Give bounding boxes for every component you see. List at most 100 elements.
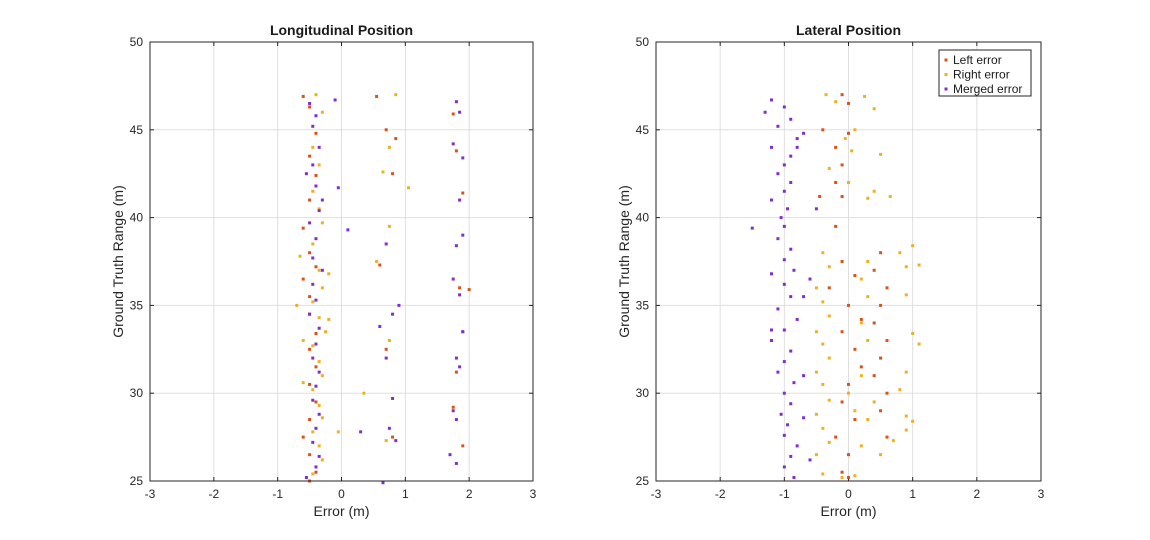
- data-point: [308, 295, 312, 299]
- data-point: [448, 453, 452, 457]
- data-point: [327, 317, 331, 321]
- data-point: [391, 172, 395, 176]
- data-point: [827, 314, 831, 318]
- data-point: [885, 286, 889, 290]
- data-point: [792, 381, 796, 385]
- data-point: [847, 101, 850, 105]
- data-point: [827, 398, 831, 402]
- data-point: [333, 98, 337, 102]
- data-point: [853, 474, 857, 478]
- data-point: [308, 221, 312, 225]
- data-point: [782, 391, 786, 395]
- data-point: [311, 300, 315, 304]
- data-point: [311, 472, 315, 476]
- data-point: [311, 440, 315, 444]
- data-point: [789, 295, 793, 299]
- data-point: [311, 189, 315, 193]
- data-point: [872, 107, 876, 111]
- x-tick-label: -1: [272, 487, 283, 501]
- data-point: [821, 382, 825, 386]
- data-point: [301, 94, 305, 98]
- data-point: [840, 400, 844, 404]
- x-tick-label: 3: [1038, 487, 1045, 501]
- data-point: [458, 365, 462, 369]
- data-point: [782, 163, 786, 167]
- x-tick-label: -2: [715, 487, 726, 501]
- data-point: [782, 105, 786, 109]
- data-point: [301, 435, 305, 439]
- data-point: [308, 453, 312, 457]
- data-point: [827, 166, 831, 170]
- data-point: [314, 237, 318, 241]
- data-point: [308, 312, 312, 316]
- data-point: [863, 94, 867, 98]
- data-point: [311, 398, 315, 402]
- data-point: [879, 356, 883, 360]
- data-point: [381, 170, 385, 174]
- data-point: [834, 435, 838, 439]
- data-point: [394, 137, 398, 141]
- data-point: [317, 268, 321, 272]
- x-tick-label: -2: [208, 487, 219, 501]
- data-point: [454, 149, 458, 153]
- data-point: [320, 268, 324, 272]
- data-point: [834, 145, 838, 149]
- data-point: [840, 195, 844, 199]
- data-point: [782, 465, 786, 469]
- data-point: [824, 93, 828, 97]
- data-point: [827, 265, 831, 269]
- data-point: [786, 207, 790, 211]
- data-point: [336, 186, 340, 190]
- data-point: [770, 98, 773, 102]
- y-tick-label: 40: [636, 211, 650, 225]
- y-axis-label: Ground Truth Range (m): [616, 185, 632, 338]
- data-point: [314, 384, 318, 388]
- x-tick-label: 2: [973, 487, 980, 501]
- y-tick-label: 35: [130, 298, 144, 312]
- y-tick-label: 30: [636, 386, 650, 400]
- data-point: [821, 300, 825, 304]
- data-point: [314, 470, 318, 474]
- series-merged-error: [750, 98, 818, 479]
- series-merged-error: [304, 98, 465, 485]
- data-point: [461, 191, 465, 195]
- data-point: [866, 295, 870, 299]
- data-point: [317, 403, 321, 407]
- data-point: [770, 145, 773, 149]
- data-point: [879, 152, 883, 156]
- data-point: [317, 163, 321, 167]
- data-point: [295, 303, 299, 307]
- data-point: [843, 137, 847, 141]
- data-point: [320, 416, 324, 420]
- legend-marker-merged-error: [944, 87, 948, 91]
- y-tick-label: 50: [130, 35, 144, 49]
- data-point: [782, 433, 786, 437]
- data-point: [314, 426, 318, 430]
- data-point: [911, 244, 915, 248]
- data-point: [407, 186, 411, 190]
- data-point: [898, 388, 902, 392]
- lateral-position-chart: -3 -2 -1 0 1 2 3 25 30 35 40 45 50 Lateral Position Er…: [616, 22, 1045, 519]
- data-point: [301, 226, 305, 230]
- data-point: [314, 184, 318, 188]
- data-point: [391, 396, 395, 400]
- data-point: [802, 131, 806, 135]
- data-point: [808, 277, 812, 281]
- data-point: [320, 458, 324, 462]
- data-point: [840, 260, 844, 263]
- data-point: [320, 198, 324, 202]
- data-point: [750, 226, 754, 230]
- data-point: [818, 195, 822, 199]
- data-point: [834, 224, 838, 228]
- y-axis-label: Ground Truth Range (m): [110, 185, 126, 338]
- y-tick-label: 50: [636, 35, 650, 49]
- data-point: [782, 189, 786, 193]
- series-right-error: [295, 93, 411, 476]
- data-point: [387, 426, 391, 430]
- data-point: [834, 180, 838, 184]
- data-point: [904, 414, 908, 418]
- data-point: [308, 154, 312, 158]
- x-tick-label: 0: [338, 487, 345, 501]
- data-point: [850, 149, 854, 153]
